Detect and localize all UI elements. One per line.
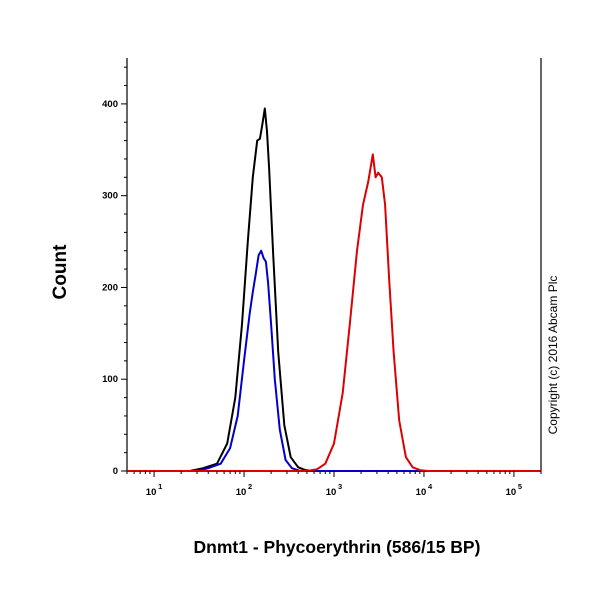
y-tick-label: 100 <box>102 374 118 385</box>
y-tick-label: 400 <box>102 99 118 110</box>
x-axis-title: Dnmt1 - Phycoerythrin (586/15 BP) <box>194 537 481 557</box>
series-line-0 <box>127 107 541 472</box>
x-tick-exponent: 1 <box>158 482 162 491</box>
x-tick-exponent: 4 <box>428 482 433 491</box>
x-tick-label: 101 <box>146 482 162 498</box>
x-tick-base: 10 <box>146 487 157 498</box>
y-axis: 0 100 200 300 400 <box>102 66 127 477</box>
x-tick-label: 105 <box>506 482 522 498</box>
x-tick-exponent: 3 <box>338 482 342 491</box>
y-tick-label: 0 <box>113 466 118 477</box>
x-tick-label: 104 <box>416 482 433 498</box>
y-tick-label: 300 <box>102 191 118 202</box>
series-line-2 <box>127 153 541 472</box>
series-line-1 <box>127 249 541 472</box>
x-tick-base: 10 <box>236 487 247 498</box>
copyright-annotation: Copyright (c) 2016 Abcam Plc <box>546 276 560 435</box>
x-tick-exponent: 5 <box>518 482 522 491</box>
y-axis-title: Count <box>50 244 71 300</box>
x-tick-base: 10 <box>416 487 427 498</box>
x-tick-exponent: 2 <box>248 482 252 491</box>
x-tick-base: 10 <box>326 487 337 498</box>
x-tick-base: 10 <box>506 487 517 498</box>
y-tick-label: 200 <box>102 282 118 293</box>
x-tick-label: 102 <box>236 482 252 498</box>
series-layer <box>127 107 541 472</box>
x-tick-label: 103 <box>326 482 342 498</box>
